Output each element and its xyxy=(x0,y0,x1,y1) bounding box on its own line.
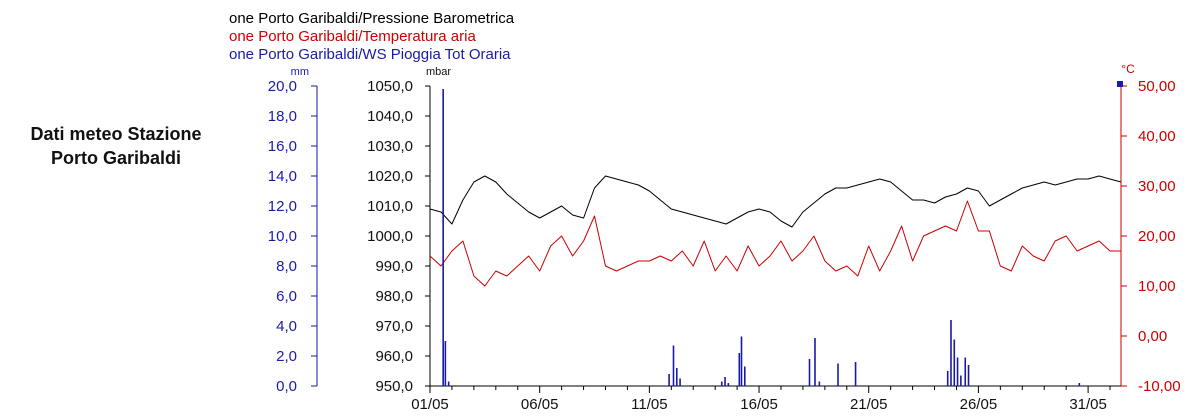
temperature-tick-label: 30,00 xyxy=(1138,178,1176,195)
series-layer xyxy=(429,89,1122,386)
temperature-tick-label: 0,00 xyxy=(1138,328,1167,345)
rain-tick-label: 10,0 xyxy=(268,228,297,245)
temperature-tick-label: 20,00 xyxy=(1138,228,1176,245)
chart-legend: one Porto Garibaldi/Pressione Barometric… xyxy=(229,10,515,63)
temperature-tick-label: 40,00 xyxy=(1138,128,1176,145)
x-tick-label: 01/05 xyxy=(411,396,449,413)
pressure-tick-label: 1050,0 xyxy=(367,78,413,95)
legend-entry-1: one Porto Garibaldi/Pressione Barometric… xyxy=(229,10,515,27)
pressure-tick-label: 950,0 xyxy=(375,378,413,395)
x-tick-label: 31/05 xyxy=(1069,396,1107,413)
rain-axis: 0,0 2,0 4,0 6,0 8,0 10,0 12,0 14,0 16,0 18,0 20,0m… xyxy=(268,66,318,395)
x-axis: 01/05 06/05 11/05 16/05 21/05 26/05 31/05 xyxy=(411,385,1121,413)
pressure-line xyxy=(429,175,1122,228)
rain-tick-label: 8,0 xyxy=(276,258,297,275)
temperature-axis: -10,00 0,00 10,00 20,00 30,00 40,00 50,00°C xyxy=(1117,62,1181,395)
pressure-tick-label: 960,0 xyxy=(375,348,413,365)
side-title-line1: Dati meteo Stazione xyxy=(30,124,202,144)
temperature-tick-label: -10,00 xyxy=(1138,378,1181,395)
rain-tick-label: 2,0 xyxy=(276,348,297,365)
legend-entry-3: one Porto Garibaldi/WS Pioggia Tot Orari… xyxy=(229,46,511,63)
x-tick-label: 21/05 xyxy=(850,396,888,413)
pressure-tick-label: 1000,0 xyxy=(367,228,413,245)
pressure-tick-label: 1030,0 xyxy=(367,138,413,155)
rain-tick-label: 20,0 xyxy=(268,78,297,95)
pressure-tick-label: 1010,0 xyxy=(367,198,413,215)
x-tick-label: 16/05 xyxy=(740,396,778,413)
pressure-tick-label: 970,0 xyxy=(375,318,413,335)
x-tick-label: 11/05 xyxy=(631,396,667,413)
temperature-unit-label: °C xyxy=(1121,62,1135,76)
pressure-tick-label: 980,0 xyxy=(375,288,413,305)
rain-tick-label: 0,0 xyxy=(276,378,297,395)
pressure-tick-label: 1020,0 xyxy=(367,168,413,185)
x-tick-label: 06/05 xyxy=(521,396,559,413)
x-tick-label: 26/05 xyxy=(960,396,998,413)
temperature-line xyxy=(429,200,1121,287)
legend-entry-2: one Porto Garibaldi/Temperatura aria xyxy=(229,28,476,45)
pressure-axis: 950,0 960,0 970,0 980,0 990,0 1000,0 1010,0 102… xyxy=(367,66,451,395)
temperature-tick-label: 50,00 xyxy=(1138,78,1176,95)
rain-tick-label: 4,0 xyxy=(276,318,297,335)
axis-marker xyxy=(1117,81,1123,87)
temperature-tick-label: 10,00 xyxy=(1138,278,1176,295)
pressure-tick-label: 990,0 xyxy=(375,258,413,275)
rain-tick-label: 6,0 xyxy=(276,288,297,305)
side-title-line2: Porto Garibaldi xyxy=(50,148,182,168)
pressure-tick-label: 1040,0 xyxy=(367,108,413,125)
rain-tick-label: 14,0 xyxy=(268,168,297,185)
rain-series xyxy=(442,89,1081,386)
side-title: Dati meteo Stazione Porto Garibaldi xyxy=(0,122,232,170)
rain-tick-label: 16,0 xyxy=(268,138,297,155)
rain-tick-label: 18,0 xyxy=(268,108,297,125)
rain-unit-label: mm xyxy=(291,66,309,78)
pressure-unit-label: mbar xyxy=(426,66,451,78)
rain-tick-label: 12,0 xyxy=(268,198,297,215)
